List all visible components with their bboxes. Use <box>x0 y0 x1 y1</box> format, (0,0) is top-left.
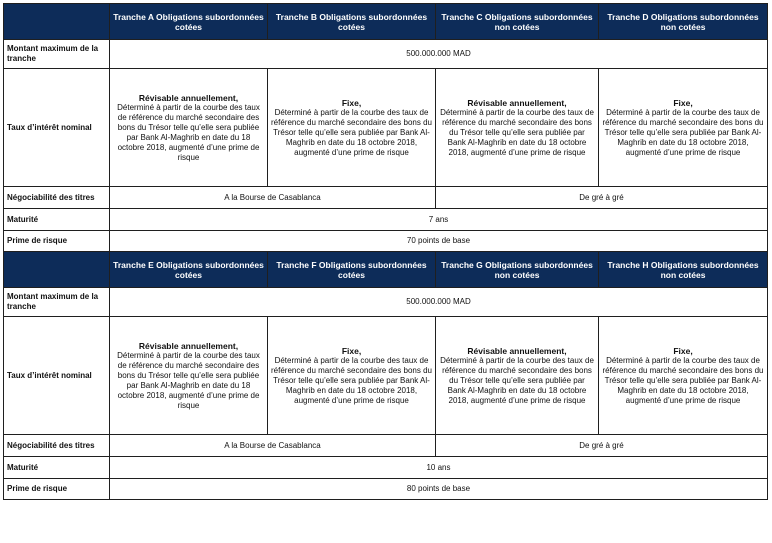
tranche-f-header: Tranche F Obligations subordonnées cotée… <box>267 251 436 288</box>
taux-cell-f: Fixe, Déterminé à partir de la courbe de… <box>267 316 436 435</box>
taux-description: Déterminé à partir de la courbe des taux… <box>440 107 594 157</box>
tranche-h-header: Tranche H Obligations subordonnées non c… <box>598 251 768 288</box>
negociabilite-non-cotees: De gré à gré <box>435 434 768 457</box>
taux-description: Déterminé à partir de la courbe des taux… <box>271 355 432 405</box>
negociabilite-label: Négociabilité des titres <box>3 186 110 209</box>
tranche-header-row-2: Tranche E Obligations subordonnées cotée… <box>3 251 768 288</box>
tranches-table: Tranche A Obligations subordonnées cotée… <box>3 3 768 500</box>
taux-cell-g: Révisable annuellement, Déterminé à part… <box>435 316 599 435</box>
tranche-b-header: Tranche B Obligations subordonnées cotée… <box>267 3 436 40</box>
taux-row-2: Taux d’intérêt nominal Révisable annuell… <box>3 316 768 435</box>
taux-description: Déterminé à partir de la courbe des taux… <box>602 107 764 157</box>
tranche-c-header: Tranche C Obligations subordonnées non c… <box>435 3 599 40</box>
taux-cell-e: Révisable annuellement, Déterminé à part… <box>109 316 268 435</box>
montant-value: 500.000.000 MAD <box>109 287 768 317</box>
prime-row-2: Prime de risque 80 points de base <box>3 478 768 500</box>
negociabilite-row-2: Négociabilité des titres A la Bourse de … <box>3 434 768 457</box>
taux-type: Révisable annuellement, <box>467 345 567 356</box>
taux-type: Révisable annuellement, <box>467 97 567 108</box>
taux-cell-c: Révisable annuellement, Déterminé à part… <box>435 68 599 187</box>
montant-row-1: Montant maximum de la tranche 500.000.00… <box>3 39 768 69</box>
taux-type: Fixe, <box>673 345 693 356</box>
prime-value: 80 points de base <box>109 478 768 500</box>
taux-cell-d: Fixe, Déterminé à partir de la courbe de… <box>598 68 768 187</box>
montant-value: 500.000.000 MAD <box>109 39 768 69</box>
taux-type: Fixe, <box>673 97 693 108</box>
tranche-a-header: Tranche A Obligations subordonnées cotée… <box>109 3 268 40</box>
maturite-row-1: Maturité 7 ans <box>3 208 768 231</box>
taux-cell-h: Fixe, Déterminé à partir de la courbe de… <box>598 316 768 435</box>
taux-type: Révisable annuellement, <box>138 340 239 351</box>
negociabilite-non-cotees: De gré à gré <box>435 186 768 209</box>
negociabilite-cotees: A la Bourse de Casablanca <box>109 434 436 457</box>
prime-label: Prime de risque <box>3 478 110 500</box>
taux-type: Fixe, <box>341 345 362 356</box>
header-corner-cell <box>3 251 110 288</box>
header-corner-cell <box>3 3 110 40</box>
taux-type: Fixe, <box>341 97 362 108</box>
montant-label: Montant maximum de la tranche <box>3 287 110 317</box>
taux-cell-a: Révisable annuellement, Déterminé à part… <box>109 68 268 187</box>
taux-cell-b: Fixe, Déterminé à partir de la courbe de… <box>267 68 436 187</box>
maturite-value: 7 ans <box>109 208 768 231</box>
tranche-e-header: Tranche E Obligations subordonnées cotée… <box>109 251 268 288</box>
taux-description: Déterminé à partir de la courbe des taux… <box>602 355 764 405</box>
tranche-g-header: Tranche G Obligations subordonnées non c… <box>435 251 599 288</box>
tranche-header-row-1: Tranche A Obligations subordonnées cotée… <box>3 3 768 40</box>
taux-description: Déterminé à partir de la courbe des taux… <box>440 355 594 405</box>
taux-type: Révisable annuellement, <box>138 92 239 103</box>
maturite-label: Maturité <box>3 208 110 231</box>
maturite-value: 10 ans <box>109 456 768 479</box>
prime-row-1: Prime de risque 70 points de base <box>3 230 768 252</box>
tranche-d-header: Tranche D Obligations subordonnées non c… <box>598 3 768 40</box>
taux-description: Déterminé à partir de la courbe des taux… <box>117 102 260 162</box>
taux-row-1: Taux d’intérêt nominal Révisable annuell… <box>3 68 768 187</box>
taux-description: Déterminé à partir de la courbe des taux… <box>117 350 260 410</box>
prime-label: Prime de risque <box>3 230 110 252</box>
taux-label: Taux d’intérêt nominal <box>3 316 110 435</box>
montant-row-2: Montant maximum de la tranche 500.000.00… <box>3 287 768 317</box>
negociabilite-label: Négociabilité des titres <box>3 434 110 457</box>
negociabilite-row-1: Négociabilité des titres A la Bourse de … <box>3 186 768 209</box>
negociabilite-cotees: A la Bourse de Casablanca <box>109 186 436 209</box>
prime-value: 70 points de base <box>109 230 768 252</box>
maturite-row-2: Maturité 10 ans <box>3 456 768 479</box>
taux-description: Déterminé à partir de la courbe des taux… <box>271 107 432 157</box>
taux-label: Taux d’intérêt nominal <box>3 68 110 187</box>
montant-label: Montant maximum de la tranche <box>3 39 110 69</box>
maturite-label: Maturité <box>3 456 110 479</box>
